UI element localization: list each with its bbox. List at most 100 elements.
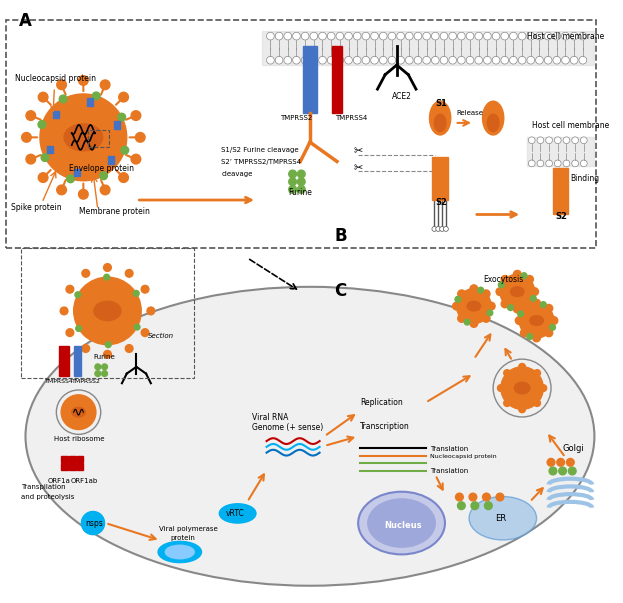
Ellipse shape <box>368 499 435 547</box>
Circle shape <box>353 32 361 40</box>
Circle shape <box>141 329 149 336</box>
Circle shape <box>482 315 490 322</box>
Circle shape <box>501 300 509 308</box>
Circle shape <box>414 56 422 64</box>
Bar <box>77 455 83 463</box>
Circle shape <box>504 370 510 376</box>
Circle shape <box>406 56 413 64</box>
Bar <box>61 455 68 463</box>
Circle shape <box>38 121 45 128</box>
Circle shape <box>297 178 305 186</box>
Circle shape <box>440 32 448 40</box>
Circle shape <box>66 285 74 293</box>
Circle shape <box>554 137 561 144</box>
Circle shape <box>568 467 576 475</box>
Text: Host ribosome: Host ribosome <box>54 436 105 442</box>
Ellipse shape <box>434 114 446 131</box>
Circle shape <box>545 329 553 336</box>
Text: Envelope protein: Envelope protein <box>69 164 134 173</box>
Circle shape <box>288 186 297 194</box>
Text: Replication: Replication <box>360 399 403 408</box>
Circle shape <box>310 56 318 64</box>
Circle shape <box>388 32 396 40</box>
Circle shape <box>284 32 292 40</box>
Ellipse shape <box>165 545 194 559</box>
Circle shape <box>487 302 495 310</box>
Circle shape <box>458 290 465 298</box>
Text: S1: S1 <box>435 99 447 109</box>
Circle shape <box>504 400 510 406</box>
Circle shape <box>125 345 133 352</box>
Circle shape <box>537 137 544 144</box>
Text: TMPRSS4: TMPRSS4 <box>45 379 74 384</box>
Circle shape <box>371 32 378 40</box>
Text: Nucleocapsid protein: Nucleocapsid protein <box>15 74 96 83</box>
Circle shape <box>519 406 525 412</box>
Ellipse shape <box>429 101 450 135</box>
Text: Transpilation: Transpilation <box>21 484 65 490</box>
Circle shape <box>528 137 535 144</box>
Circle shape <box>526 300 533 308</box>
Circle shape <box>288 170 297 178</box>
Circle shape <box>432 56 439 64</box>
Ellipse shape <box>158 541 201 563</box>
Circle shape <box>534 370 541 376</box>
Circle shape <box>527 32 535 40</box>
Ellipse shape <box>510 287 524 297</box>
Circle shape <box>267 32 274 40</box>
Circle shape <box>353 56 361 64</box>
Circle shape <box>397 32 404 40</box>
Circle shape <box>423 56 430 64</box>
Circle shape <box>533 334 540 342</box>
Circle shape <box>475 56 483 64</box>
Circle shape <box>513 270 521 278</box>
Circle shape <box>95 364 101 370</box>
Bar <box>527 137 594 166</box>
Bar <box>553 168 568 215</box>
Circle shape <box>501 276 509 283</box>
Circle shape <box>82 345 90 352</box>
Ellipse shape <box>94 302 121 321</box>
Circle shape <box>457 289 492 323</box>
Text: ORF1a: ORF1a <box>48 478 70 484</box>
Circle shape <box>508 305 513 311</box>
Circle shape <box>103 350 112 358</box>
Circle shape <box>66 329 74 336</box>
Bar <box>61 463 68 470</box>
Circle shape <box>466 56 474 64</box>
Text: Host cell membrane: Host cell membrane <box>532 121 609 130</box>
Circle shape <box>457 32 465 40</box>
Text: Furine: Furine <box>93 354 115 360</box>
Circle shape <box>510 56 517 64</box>
Circle shape <box>485 502 492 510</box>
Circle shape <box>38 92 48 102</box>
Ellipse shape <box>219 504 256 523</box>
Circle shape <box>470 285 478 292</box>
Circle shape <box>570 56 578 64</box>
Circle shape <box>483 493 490 501</box>
Circle shape <box>318 32 326 40</box>
Circle shape <box>297 170 305 178</box>
Circle shape <box>457 502 465 510</box>
Circle shape <box>469 493 477 501</box>
Circle shape <box>549 324 556 330</box>
Circle shape <box>302 56 309 64</box>
Text: Translation: Translation <box>430 446 468 452</box>
Bar <box>47 146 53 153</box>
Circle shape <box>388 56 396 64</box>
Text: B: B <box>334 227 346 245</box>
Circle shape <box>547 458 555 466</box>
Text: and proteolysis: and proteolysis <box>21 494 74 500</box>
Ellipse shape <box>467 302 480 311</box>
Circle shape <box>510 32 517 40</box>
Text: Transcription: Transcription <box>360 421 410 431</box>
Circle shape <box>545 305 553 312</box>
Circle shape <box>38 173 48 182</box>
Bar <box>74 169 80 176</box>
Circle shape <box>498 385 504 391</box>
Ellipse shape <box>64 124 103 151</box>
Text: TMPRSS2: TMPRSS2 <box>72 379 101 384</box>
Circle shape <box>336 56 344 64</box>
Text: protein: protein <box>170 535 195 541</box>
Circle shape <box>496 288 504 295</box>
